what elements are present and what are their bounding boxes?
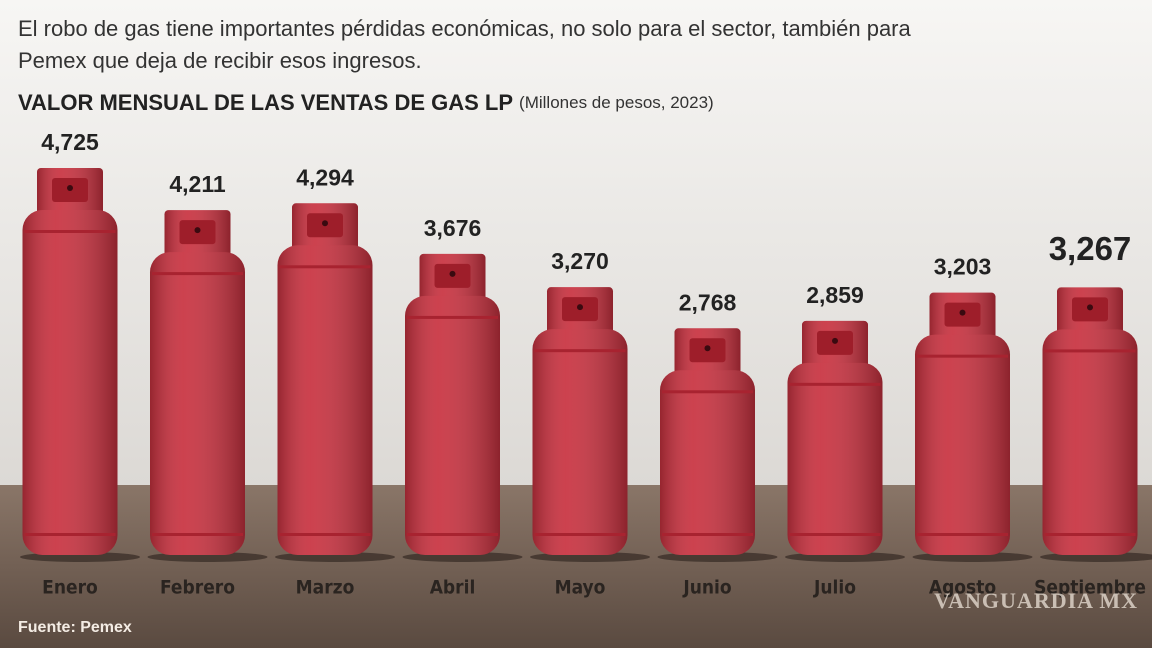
body-shade [405,295,500,555]
ring [662,533,753,536]
x-tick-label: Mayo [555,577,606,599]
ring [789,382,881,386]
value-label: 4,211 [169,171,225,197]
x-tick-label: Enero [42,577,98,599]
valve-knob [959,309,966,316]
chart-title: VALOR MENSUAL DE LAS VENTAS DE GAS LP [18,90,513,115]
ring [279,265,371,269]
x-tick-label: Agosto [929,577,997,599]
valve-knob [832,337,838,344]
gas-cylinder [20,168,140,562]
ring [407,533,498,536]
value-label: 3,270 [551,248,609,274]
title-line: VALOR MENSUAL DE LAS VENTAS DE GAS LP (Mi… [18,90,714,115]
gas-cylinder [275,203,395,562]
body-shade [532,329,628,555]
valve-knob [322,220,328,227]
intro-text: El robo de gas tiene importantes pérdida… [18,16,912,41]
value-label: 2,768 [679,289,737,315]
value-label: 3,203 [934,254,992,280]
x-tick-label: Febrero [160,577,235,599]
x-tick-label: Abril [430,577,476,599]
body-shade [660,370,755,555]
valve-knob [194,227,201,234]
gas-cylinder [785,320,905,562]
value-label: 3,676 [424,215,482,241]
ring [152,533,243,536]
gas-cylinder [912,292,1033,562]
x-tick-label: Junio [682,577,732,599]
value-label: 3,267 [1049,230,1132,267]
gas-cylinder [657,328,778,562]
value-label: 2,859 [806,282,864,308]
ring [534,349,626,353]
ring [279,533,371,536]
ring [24,230,116,233]
body-shade [1042,329,1138,555]
ring [789,533,881,536]
body-shade [277,245,373,555]
gas-cylinder [1040,287,1152,562]
ring [24,533,116,536]
gas-cylinder [530,287,650,562]
body-shade [22,210,118,555]
body-shade [150,252,245,555]
source: Fuente: Pemex [18,619,132,636]
valve-knob [704,345,711,352]
body-shade [787,362,883,555]
ring [1044,349,1136,353]
valve-knob [1087,304,1093,311]
ring [407,315,498,319]
ring [1044,533,1136,536]
gas-cylinder [402,253,523,562]
body-shade [915,334,1010,555]
ring [152,272,243,276]
ring [534,533,626,536]
value-label: 4,725 [41,129,99,155]
chart-subtitle: (Millones de pesos, 2023) [519,93,714,112]
ring [662,390,753,394]
x-tick-label: Marzo [296,577,355,599]
x-tick-label: Septiembre [1034,577,1146,599]
valve-knob [577,304,583,311]
x-tick-label: Julio [813,577,856,599]
value-label: 4,294 [296,164,354,190]
ring [917,354,1008,358]
intro-text: Pemex que deja de recibir esos ingresos. [18,48,422,73]
valve-knob [449,270,456,277]
valve-knob [67,185,73,191]
watermark: VANGUARDIA MX [934,588,1138,613]
ring [917,533,1008,536]
gas-cylinder [147,210,268,562]
